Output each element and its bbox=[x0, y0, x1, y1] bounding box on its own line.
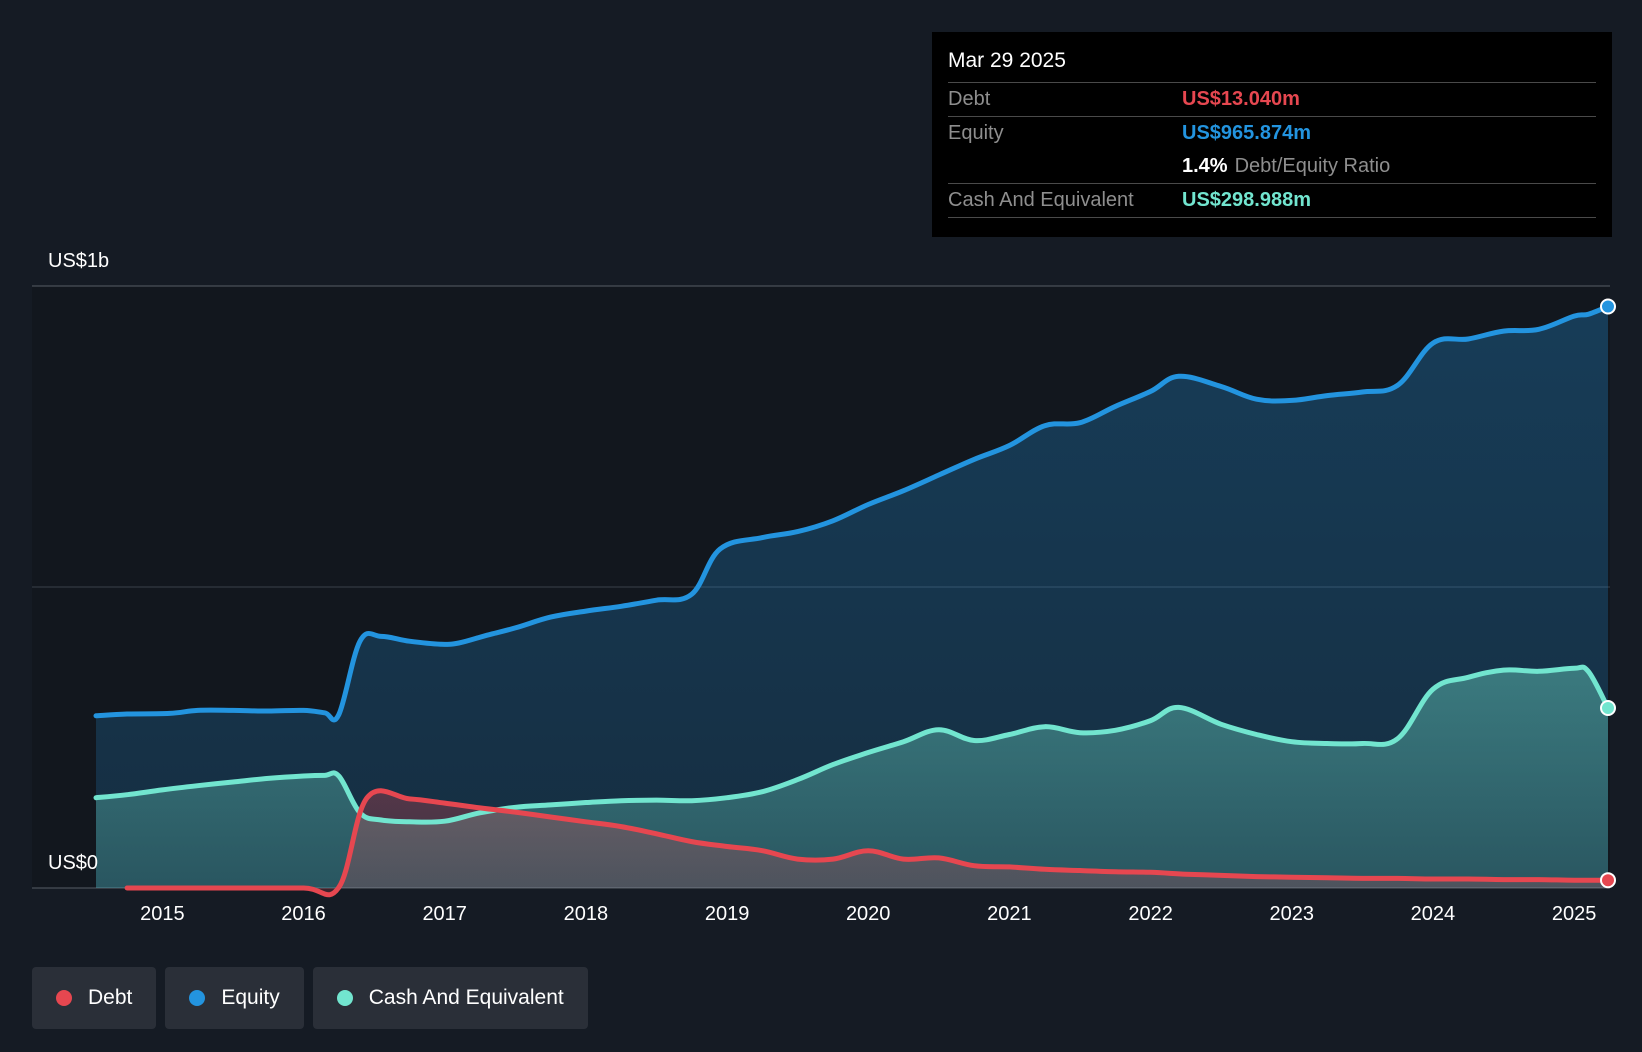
cash-dot-icon bbox=[336, 990, 353, 1006]
equity-end-marker[interactable] bbox=[1600, 298, 1616, 315]
cash-end-marker[interactable] bbox=[1600, 700, 1616, 716]
debt-area bbox=[127, 790, 1609, 895]
x-tick-label: 2023 bbox=[1270, 903, 1315, 925]
x-tick-label: 2021 bbox=[987, 903, 1032, 925]
x-tick-label: 2025 bbox=[1552, 903, 1597, 925]
x-tick-label: 2015 bbox=[140, 903, 185, 925]
x-tick-label: 2022 bbox=[1128, 903, 1173, 925]
tooltip-ratio-value: 1.4% bbox=[1182, 155, 1228, 177]
debt-dot-icon bbox=[56, 990, 72, 1006]
y-axis-top-label: US$1b bbox=[48, 250, 110, 272]
legend-item-cash[interactable]: Cash And Equivalent bbox=[312, 967, 588, 1029]
tooltip-panel: Mar 29 2025 Debt US$13.040m Equity US$96… bbox=[932, 32, 1612, 237]
tooltip-cash-row: Cash And Equivalent US$298.988m bbox=[948, 183, 1596, 218]
tooltip-cash-label: Cash And Equivalent bbox=[948, 189, 1134, 211]
tooltip-date: Mar 29 2025 bbox=[948, 49, 1066, 72]
x-tick-label: 2020 bbox=[846, 903, 891, 925]
legend-debt-label: Debt bbox=[88, 986, 133, 1009]
tooltip-ratio-label: Debt/Equity Ratio bbox=[1234, 155, 1391, 177]
legend-cash-label: Cash And Equivalent bbox=[368, 986, 564, 1009]
legend-item-equity[interactable]: Equity bbox=[165, 967, 304, 1029]
tooltip-equity-row: Equity US$965.874m bbox=[948, 116, 1596, 150]
x-tick-label: 2019 bbox=[705, 903, 750, 925]
tooltip-equity-label: Equity bbox=[948, 122, 1004, 144]
debt-series-line bbox=[124, 788, 1611, 898]
legend-item-debt[interactable]: Debt bbox=[32, 967, 157, 1029]
equity-series-line bbox=[93, 304, 1611, 723]
tooltip-debt-label: Debt bbox=[948, 88, 991, 110]
debt-end-marker[interactable] bbox=[1600, 872, 1616, 889]
x-tick-label: 2016 bbox=[281, 903, 326, 925]
cash-series-line bbox=[93, 664, 1611, 825]
x-tick-label: 2024 bbox=[1411, 903, 1456, 925]
tooltip-equity-value: US$965.874m bbox=[1182, 122, 1311, 144]
tooltip-debt-value: US$13.040m bbox=[1182, 88, 1300, 110]
legend: Debt Equity Cash And Equivalent bbox=[32, 967, 588, 1029]
x-tick-label: 2017 bbox=[422, 903, 467, 925]
equity-dot-icon bbox=[189, 990, 206, 1006]
legend-equity-label: Equity bbox=[221, 986, 280, 1009]
tooltip-ratio-row: 1.4% Debt/Equity Ratio bbox=[948, 150, 1596, 183]
tooltip-cash-value: US$298.988m bbox=[1182, 189, 1311, 211]
y-axis-bottom-label: US$0 bbox=[48, 852, 99, 874]
x-tick-label: 2018 bbox=[564, 903, 609, 925]
tooltip-debt-row: Debt US$13.040m bbox=[948, 82, 1596, 116]
